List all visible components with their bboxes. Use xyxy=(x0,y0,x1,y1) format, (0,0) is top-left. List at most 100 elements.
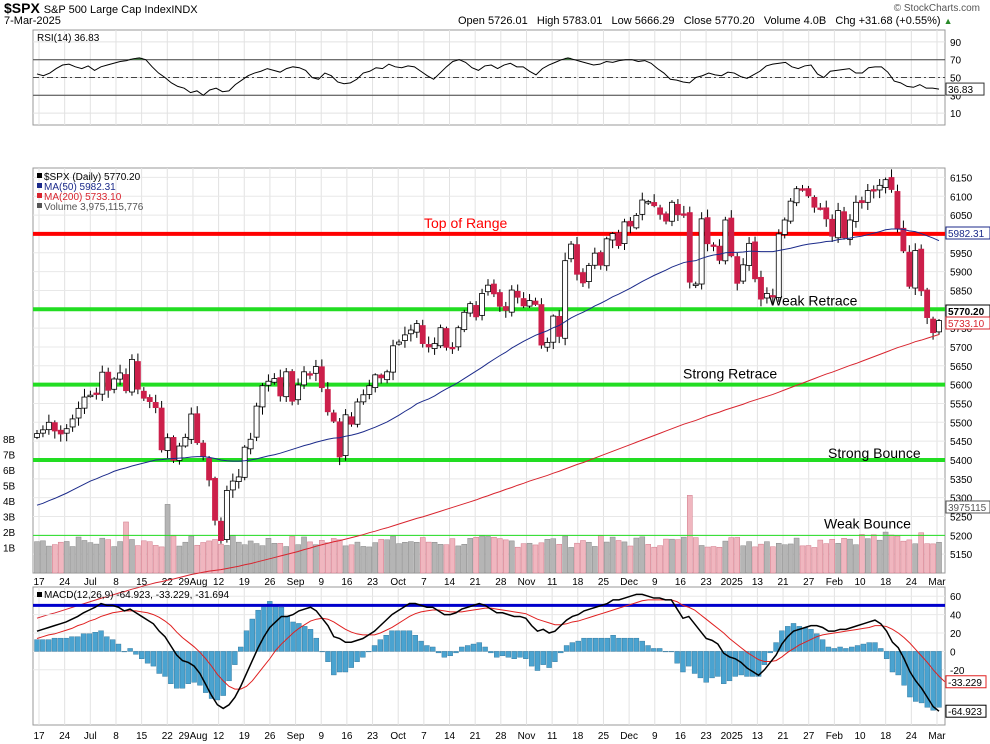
candle-body xyxy=(669,201,675,222)
candle-body xyxy=(301,371,307,386)
candle-body xyxy=(479,293,485,316)
volume-bar xyxy=(853,544,859,574)
x-tick-label: Mar xyxy=(928,577,946,588)
volume-bar xyxy=(259,545,266,574)
macd-histogram-bar xyxy=(633,637,640,652)
candle-body xyxy=(532,300,539,305)
candle-body xyxy=(663,213,669,222)
volume-bar xyxy=(627,545,634,574)
candle-body xyxy=(384,371,391,381)
price-tick-label: 5750 xyxy=(950,324,973,335)
macd-line xyxy=(36,593,940,712)
volume-bar xyxy=(799,545,806,574)
macd-histogram-bar xyxy=(179,651,186,689)
candle-body xyxy=(639,199,646,215)
macd-histogram-bar xyxy=(272,605,279,652)
candle-body xyxy=(277,377,284,397)
candle-body xyxy=(680,213,687,216)
candle-body xyxy=(811,197,818,208)
macd-histogram-bar xyxy=(144,651,151,664)
candle-body xyxy=(793,188,800,204)
macd-histogram-bar xyxy=(447,651,453,657)
macd-histogram-bar xyxy=(173,651,180,689)
x-tick-label: Jul xyxy=(84,731,97,742)
volume-bar xyxy=(69,546,76,574)
candle-body xyxy=(271,378,278,383)
macd-histogram-bar xyxy=(505,651,512,658)
macd-histogram-bar xyxy=(645,645,651,652)
rsi-value-tag-box xyxy=(945,82,985,96)
macd-histogram-bar xyxy=(761,651,768,665)
macd-histogram-bar xyxy=(924,651,931,708)
x-tick-label: 23 xyxy=(367,577,379,588)
volume-tick-label: 5B xyxy=(3,482,16,493)
candle-body xyxy=(87,394,94,398)
macd-histogram-bar xyxy=(470,643,477,652)
macd-histogram-bar xyxy=(389,630,395,652)
macd-histogram-bar xyxy=(604,637,610,652)
candle-body xyxy=(752,241,758,280)
macd-histogram-bar xyxy=(796,626,803,652)
price-tick-label: 5700 xyxy=(950,343,973,354)
volume-bar xyxy=(319,540,325,574)
x-tick-label: 9 xyxy=(318,731,324,742)
volume-bar xyxy=(686,495,693,574)
candle-body xyxy=(312,366,319,374)
exchange: INDX xyxy=(171,4,198,16)
volume-bar xyxy=(348,544,355,574)
volume-bar xyxy=(307,541,313,574)
macd-histogram-bar xyxy=(325,651,331,662)
candle-body xyxy=(633,215,640,229)
macd-histogram-bar xyxy=(721,651,727,684)
x-tick-label: 18 xyxy=(880,731,892,742)
volume-bar xyxy=(722,540,729,574)
x-tick-label: 25 xyxy=(598,731,610,742)
macd-histogram-bar xyxy=(441,651,448,658)
candle-body xyxy=(734,256,741,284)
volume-bar xyxy=(87,542,94,574)
macd-value-tag: -33.229 xyxy=(948,678,982,689)
candle-body xyxy=(259,385,266,408)
x-tick-label: 17 xyxy=(33,731,45,742)
macd-histogram-bar xyxy=(622,637,628,652)
candle-body xyxy=(81,396,88,409)
x-tick-label: 21 xyxy=(470,577,482,588)
macd-histogram-bar xyxy=(552,651,558,662)
macd-histogram-bar xyxy=(400,630,407,652)
price-legend-swatch xyxy=(37,193,42,198)
candle-body xyxy=(253,405,260,438)
candle-body xyxy=(686,212,693,283)
x-tick-label: 13 xyxy=(752,577,764,588)
close-value: Close 5770.20 xyxy=(683,15,755,27)
macd-histogram-bar xyxy=(261,604,267,652)
x-tick-label: 16 xyxy=(341,577,353,588)
candle-body xyxy=(728,217,735,257)
candle-body xyxy=(930,318,936,334)
rsi-tick-label: 90 xyxy=(950,38,962,49)
candle-body xyxy=(170,437,177,461)
macd-histogram-bar xyxy=(284,615,290,652)
x-tick-label: 12 xyxy=(213,731,225,742)
x-tick-label: Oct xyxy=(390,731,406,742)
macd-histogram-bar xyxy=(523,651,529,659)
x-tick-label: Feb xyxy=(826,577,844,588)
macd-histogram-bar xyxy=(802,627,808,652)
macd-histogram-bar xyxy=(598,637,605,652)
price-value-tag-box xyxy=(945,226,990,240)
x-tick-label: 24 xyxy=(906,731,918,742)
candle-body xyxy=(229,480,236,491)
high-value: High 5783.01 xyxy=(536,15,603,27)
x-tick-label: 2025 xyxy=(721,577,744,588)
volume-bar xyxy=(301,536,307,574)
volume-bar xyxy=(912,543,919,574)
macd-histogram-bar xyxy=(464,645,471,652)
candle-body xyxy=(603,238,610,267)
candle-body xyxy=(817,207,824,210)
candle-body xyxy=(852,201,859,222)
volume-bar xyxy=(900,540,907,574)
rsi-tick-label: 50 xyxy=(950,74,962,85)
macd-histogram-bar xyxy=(162,651,168,677)
candle-body xyxy=(781,219,788,235)
volume-bar xyxy=(906,539,913,574)
volume-bar xyxy=(669,538,675,574)
